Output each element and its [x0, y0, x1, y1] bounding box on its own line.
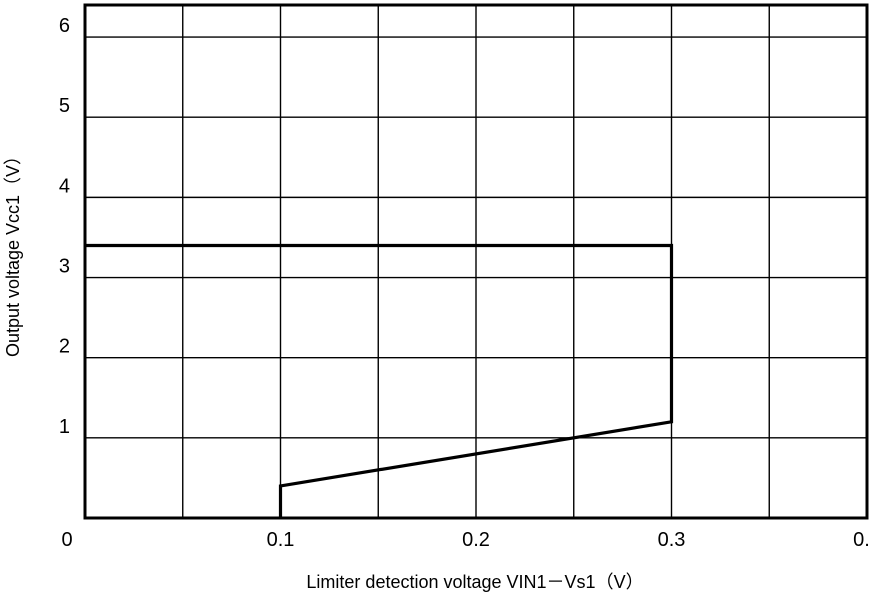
x-axis-title: Limiter detection voltage VIN1－Vs1（V） — [306, 572, 643, 592]
x-tick-label-2: 0.2 — [462, 529, 490, 551]
series-line-0 — [85, 243, 674, 518]
x-tick-label-1: 0.1 — [267, 529, 295, 551]
x-tick-label-0: 0 — [61, 529, 72, 551]
y-tick-label-5: 6 — [59, 15, 70, 37]
plot-frame — [83, 3, 869, 520]
y-tick-label-3: 4 — [59, 175, 70, 197]
y-axis-title: Output voltage Vcc1（V） — [3, 147, 23, 357]
grid-lines — [84, 5, 868, 519]
x-tick-label-3: 0.3 — [658, 529, 686, 551]
y-tick-label-2: 3 — [59, 256, 70, 278]
y-tick-label-0: 1 — [59, 416, 70, 438]
x-tick-labels: 0 0.1 0.2 0.3 0.4 — [61, 529, 870, 551]
series-group — [85, 243, 674, 518]
x-tick-label-4: 0.4 — [853, 529, 870, 551]
y-tick-labels: 1 2 3 4 5 6 — [59, 15, 70, 438]
y-tick-label-1: 2 — [59, 336, 70, 358]
y-tick-label-4: 5 — [59, 95, 70, 117]
